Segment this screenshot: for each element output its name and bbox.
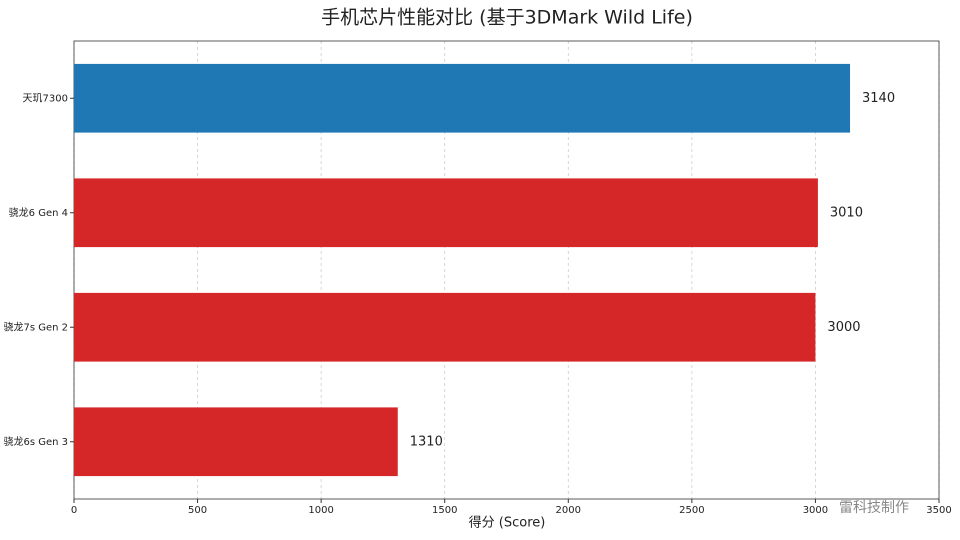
y-tick-label: 天玑7300 [23,92,68,104]
bar [74,178,818,248]
watermark: 雷科技制作 [839,500,909,516]
bar [74,63,851,133]
value-label: 3010 [830,205,863,220]
x-tick-label: 3500 [926,505,951,516]
x-tick-label: 500 [188,505,207,516]
chart-title: 手机芯片性能对比 (基于3DMark Wild Life) [321,7,693,29]
x-tick-label: 3000 [803,505,828,516]
value-label: 1310 [410,434,443,449]
value-label: 3000 [827,320,860,335]
y-tick-label: 骁龙6 Gen 4 [9,206,68,219]
x-tick-label: 0 [71,505,77,516]
x-tick-label: 1500 [432,505,457,516]
value-label: 3140 [862,91,895,106]
y-tick-label: 骁龙7s Gen 2 [3,320,68,333]
x-tick-label: 2000 [556,505,581,516]
x-axis-label: 得分 (Score) [469,515,546,531]
bar [74,407,398,477]
x-tick-label: 2500 [679,505,704,516]
bar [74,292,816,362]
y-tick-label: 骁龙6s Gen 3 [3,435,68,448]
plot-frame [73,40,940,500]
x-tick-label: 1000 [308,505,333,516]
